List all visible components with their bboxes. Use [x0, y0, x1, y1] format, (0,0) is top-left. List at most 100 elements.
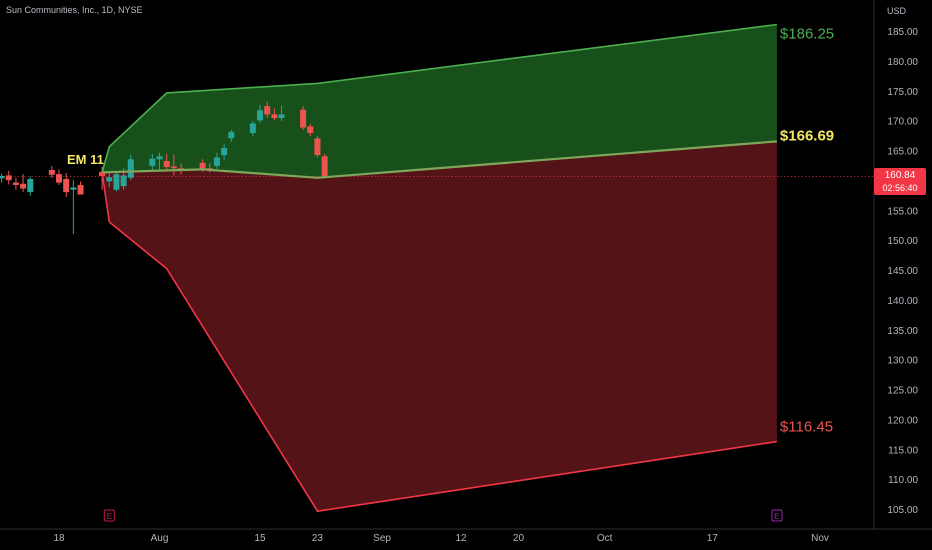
x-tick-label: Aug: [151, 533, 169, 544]
candle: [106, 173, 113, 188]
current-price-badge: 160.84 02:56:40: [874, 168, 926, 195]
x-tick-label: 12: [455, 533, 467, 544]
candle-body: [264, 106, 271, 115]
candle: [113, 172, 120, 192]
candle: [70, 180, 77, 234]
candle-body: [314, 138, 321, 156]
x-tick-label: 23: [312, 533, 324, 544]
x-tick-label: 18: [53, 533, 65, 544]
y-tick-label: 115.00: [888, 445, 918, 456]
candle: [264, 101, 271, 119]
candle-body: [228, 131, 235, 139]
lower-value-label: $116.45: [780, 419, 833, 436]
candle-body: [321, 156, 328, 177]
lower-range-line: [101, 172, 778, 513]
candle: [156, 152, 163, 170]
candle-body: [20, 183, 27, 189]
candle: [56, 169, 62, 185]
candle-body: [170, 166, 177, 169]
y-tick-label: 165.00: [887, 147, 918, 158]
candle-body: [120, 175, 127, 187]
y-tick-label: 185.00: [887, 27, 918, 38]
candle-body: [213, 157, 220, 166]
y-tick-label: 135.00: [887, 326, 918, 337]
y-tick-label: 175.00: [887, 87, 918, 98]
candle: [163, 153, 170, 171]
mid-range-line: [102, 140, 777, 179]
candle-body: [221, 147, 228, 156]
expected-move-label: EM 11: [67, 152, 104, 167]
upper-value-label: $186.25: [780, 26, 834, 43]
candle: [170, 154, 177, 176]
candle-body: [163, 161, 170, 168]
candle-body: [149, 158, 156, 166]
candle-body: [199, 162, 206, 169]
candle-body: [63, 178, 70, 193]
y-tick-label: 170.00: [887, 117, 918, 128]
y-tick-label: 105.00: [887, 505, 918, 516]
y-tick-label: 130.00: [887, 356, 918, 367]
x-tick-label: Oct: [597, 533, 613, 544]
earnings-icon: [771, 509, 783, 522]
earnings-label: E: [107, 512, 112, 521]
candle: [271, 108, 278, 121]
candle-body: [271, 114, 278, 119]
earnings-icon: [103, 509, 115, 522]
y-tick-label: 150.00: [887, 236, 918, 247]
candle: [228, 129, 235, 142]
upper-range-area: [102, 24, 777, 178]
earnings-label: E: [774, 512, 779, 521]
candle: [5, 170, 12, 185]
candle: [321, 153, 328, 178]
candle-body: [56, 174, 62, 183]
candle: [278, 105, 285, 122]
y-tick-label: 140.00: [887, 296, 918, 307]
candle-body: [48, 170, 55, 175]
candle: [221, 144, 228, 160]
y-tick-label: 155.00: [887, 206, 918, 217]
candle-body: [0, 175, 5, 179]
y-tick-label: 125.00: [887, 386, 918, 397]
upper-range-line: [101, 23, 778, 173]
candle: [257, 104, 264, 123]
candle: [48, 165, 55, 178]
candle-body: [77, 184, 84, 195]
currency-label: USD: [887, 6, 907, 16]
candle: [0, 173, 5, 183]
candle-body: [156, 156, 163, 160]
candle-body: [307, 126, 314, 133]
y-tick-label: 110.00: [888, 475, 918, 486]
candle: [307, 124, 314, 136]
candle: [27, 176, 34, 196]
current-price-value: 160.84: [884, 170, 916, 181]
candle: [149, 153, 156, 171]
candle-body: [300, 109, 307, 128]
earnings-marker: E: [103, 509, 115, 522]
candle-body: [12, 182, 19, 185]
candle-body: [249, 123, 256, 133]
candle: [249, 121, 256, 136]
y-tick-label: 180.00: [887, 57, 918, 68]
candle: [20, 174, 27, 193]
y-tick-label: 145.00: [887, 266, 918, 277]
y-tick-label: 120.00: [887, 415, 918, 426]
candle-body: [27, 178, 34, 193]
symbol-title: Sun Communities, Inc., 1D, NYSE: [6, 5, 143, 15]
candle-body: [5, 175, 12, 181]
candle: [77, 181, 84, 195]
x-tick-label: 15: [254, 533, 266, 544]
x-tick-label: 20: [513, 533, 525, 544]
candle: [63, 173, 70, 197]
candle: [314, 135, 321, 158]
x-tick-label: Sep: [373, 533, 391, 544]
candle-body: [113, 174, 120, 190]
candle-body: [70, 187, 77, 190]
candle: [213, 152, 220, 169]
lower-range-area: [102, 141, 777, 512]
candle-body: [127, 159, 134, 178]
candle: [127, 154, 134, 181]
mid-value-label: $166.69: [780, 127, 834, 144]
candle-body: [106, 177, 113, 182]
candle: [12, 177, 19, 190]
